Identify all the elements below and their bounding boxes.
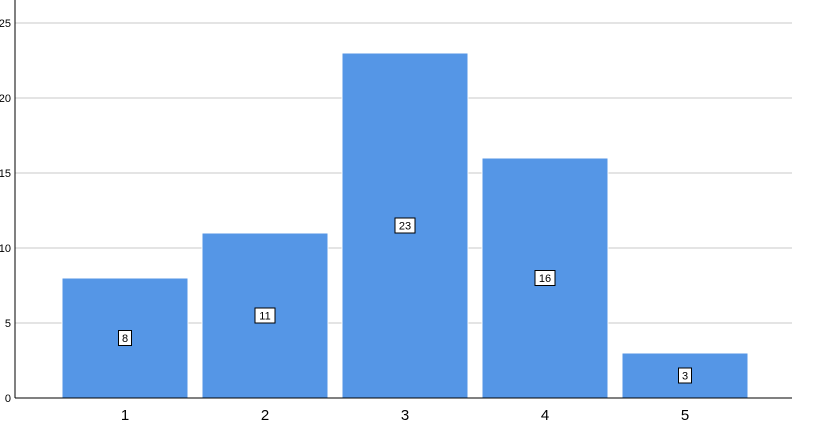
data-label: 23 (399, 221, 411, 233)
y-tick-label: 0 (5, 393, 11, 405)
y-tick-label: 5 (5, 318, 11, 330)
y-tick-label: 25 (0, 18, 11, 30)
data-label: 11 (259, 311, 270, 323)
data-label: 3 (682, 371, 688, 383)
x-tick-label: 3 (401, 407, 409, 424)
x-tick-label: 2 (261, 407, 269, 424)
y-tick-label: 20 (0, 93, 11, 105)
data-label-box (534, 270, 556, 286)
bars (61, 52, 749, 399)
data-label: 8 (122, 333, 128, 345)
data-label-box (394, 217, 416, 234)
data-label-box (254, 307, 276, 324)
data-label: 16 (539, 273, 551, 285)
data-label-box (118, 330, 132, 346)
data-label-box (678, 367, 692, 384)
x-tick-label: 1 (121, 407, 129, 424)
x-tick-label: 5 (681, 407, 689, 424)
y-tick-label: 10 (0, 243, 11, 255)
data-labels: 8 11 23 16 3 (118, 217, 692, 384)
y-tick-label: 15 (0, 168, 11, 180)
x-tick-label: 4 (541, 407, 549, 424)
